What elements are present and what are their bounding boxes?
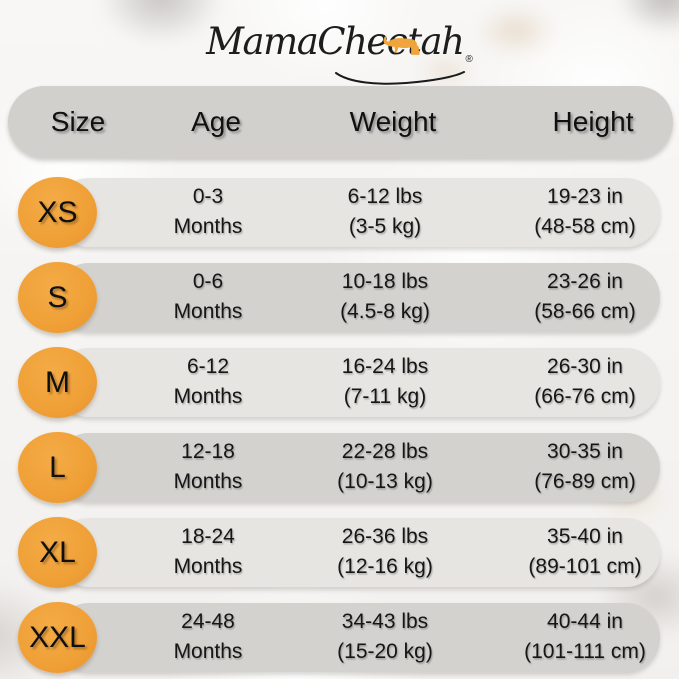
age-range: 18-24 bbox=[181, 525, 235, 548]
brand-logo: MamaCheetah ® bbox=[0, 12, 679, 85]
weight-kg: (15-20 kg) bbox=[337, 640, 433, 663]
age-range: 24-48 bbox=[181, 610, 235, 633]
height-cell: 23-26 in (58-66 cm) bbox=[534, 267, 636, 327]
table-row: XS 0-3 Months 6-12 lbs (3-5 kg) 19-23 in… bbox=[0, 177, 679, 262]
weight-kg: (10-13 kg) bbox=[337, 470, 433, 493]
height-cm: (58-66 cm) bbox=[534, 300, 636, 323]
weight-lbs: 10-18 lbs bbox=[341, 270, 429, 293]
weight-lbs: 6-12 lbs bbox=[347, 185, 423, 208]
height-in: 26-30 in bbox=[547, 355, 623, 378]
weight-lbs: 16-24 lbs bbox=[341, 355, 429, 378]
size-badge: L bbox=[18, 432, 97, 503]
age-unit: Months bbox=[173, 555, 243, 578]
weight-lbs: 26-36 lbs bbox=[341, 525, 429, 548]
cheetah-icon bbox=[383, 35, 420, 55]
weight-kg: (7-11 kg) bbox=[343, 385, 427, 408]
weight-kg: (4.5-8 kg) bbox=[340, 300, 430, 323]
header-weight: Weight bbox=[349, 106, 437, 137]
age-unit: Months bbox=[173, 385, 243, 408]
height-in: 35-40 in bbox=[547, 525, 623, 548]
table-row: XL 18-24 Months 26-36 lbs (12-16 kg) 35-… bbox=[0, 517, 679, 602]
logo-flourish bbox=[335, 71, 465, 85]
row-pill bbox=[55, 348, 660, 417]
table-row: XXL 24-48 Months 34-43 lbs (15-20 kg) 40… bbox=[0, 602, 679, 679]
registered-trademark-icon: ® bbox=[465, 54, 473, 65]
height-cm: (76-89 cm) bbox=[534, 470, 636, 493]
height-in: 30-35 in bbox=[547, 440, 623, 463]
age-cell: 12-18 Months bbox=[174, 437, 243, 497]
weight-lbs: 34-43 lbs bbox=[341, 610, 429, 633]
height-cm: (48-58 cm) bbox=[534, 215, 636, 238]
size-badge: S bbox=[18, 262, 97, 333]
age-unit: Months bbox=[173, 470, 243, 493]
size-badge: XL bbox=[18, 517, 97, 588]
size-label: XXL bbox=[29, 620, 86, 654]
age-range: 0-6 bbox=[192, 270, 224, 293]
age-unit: Months bbox=[173, 215, 243, 238]
height-cell: 40-44 in (101-111 cm) bbox=[524, 607, 646, 667]
header-size: Size bbox=[50, 106, 106, 137]
height-cm: (66-76 cm) bbox=[534, 385, 636, 408]
row-pill bbox=[55, 433, 660, 502]
age-cell: 6-12 Months bbox=[174, 352, 243, 412]
table-row: L 12-18 Months 22-28 lbs (10-13 kg) 30-3… bbox=[0, 432, 679, 517]
size-label: XL bbox=[39, 535, 76, 569]
size-label: M bbox=[45, 365, 70, 399]
height-cell: 19-23 in (48-58 cm) bbox=[534, 182, 636, 242]
header-age: Age bbox=[191, 106, 241, 137]
row-pill bbox=[55, 178, 660, 247]
age-cell: 18-24 Months bbox=[174, 522, 243, 582]
height-cell: 35-40 in (89-101 cm) bbox=[528, 522, 641, 582]
size-label: L bbox=[49, 450, 66, 484]
table-row: M 6-12 Months 16-24 lbs (7-11 kg) 26-30 … bbox=[0, 347, 679, 432]
brand-name: MamaCheetah bbox=[206, 20, 465, 63]
age-range: 12-18 bbox=[181, 440, 235, 463]
age-unit: Months bbox=[173, 300, 243, 323]
row-pill bbox=[55, 518, 660, 587]
age-cell: 24-48 Months bbox=[174, 607, 243, 667]
size-label: S bbox=[47, 280, 68, 314]
weight-cell: 6-12 lbs (3-5 kg) bbox=[348, 182, 423, 242]
height-in: 23-26 in bbox=[547, 270, 623, 293]
weight-lbs: 22-28 lbs bbox=[341, 440, 429, 463]
height-in: 40-44 in bbox=[547, 610, 623, 633]
size-badge: XS bbox=[18, 177, 97, 248]
row-pill bbox=[55, 603, 660, 672]
age-range: 0-3 bbox=[192, 185, 224, 208]
weight-kg: (3-5 kg) bbox=[348, 215, 422, 238]
age-unit: Months bbox=[173, 640, 243, 663]
size-badge: M bbox=[18, 347, 97, 418]
weight-cell: 34-43 lbs (15-20 kg) bbox=[337, 607, 433, 667]
height-in: 19-23 in bbox=[547, 185, 623, 208]
weight-cell: 10-18 lbs (4.5-8 kg) bbox=[340, 267, 430, 327]
height-cell: 30-35 in (76-89 cm) bbox=[534, 437, 636, 497]
table-header: Size Age Weight Height bbox=[8, 86, 673, 158]
age-range: 6-12 bbox=[186, 355, 230, 378]
weight-cell: 26-36 lbs (12-16 kg) bbox=[337, 522, 433, 582]
height-cm: (89-101 cm) bbox=[528, 555, 642, 578]
size-badge: XXL bbox=[18, 602, 97, 673]
weight-cell: 22-28 lbs (10-13 kg) bbox=[337, 437, 433, 497]
row-pill bbox=[55, 263, 660, 332]
height-cm: (101-111 cm) bbox=[524, 640, 646, 663]
header-height: Height bbox=[552, 106, 634, 137]
weight-cell: 16-24 lbs (7-11 kg) bbox=[342, 352, 428, 412]
age-cell: 0-3 Months bbox=[174, 182, 243, 242]
weight-kg: (12-16 kg) bbox=[337, 555, 433, 578]
size-label: XS bbox=[37, 195, 78, 229]
age-cell: 0-6 Months bbox=[174, 267, 243, 327]
height-cell: 26-30 in (66-76 cm) bbox=[534, 352, 636, 412]
table-row: S 0-6 Months 10-18 lbs (4.5-8 kg) 23-26 … bbox=[0, 262, 679, 347]
